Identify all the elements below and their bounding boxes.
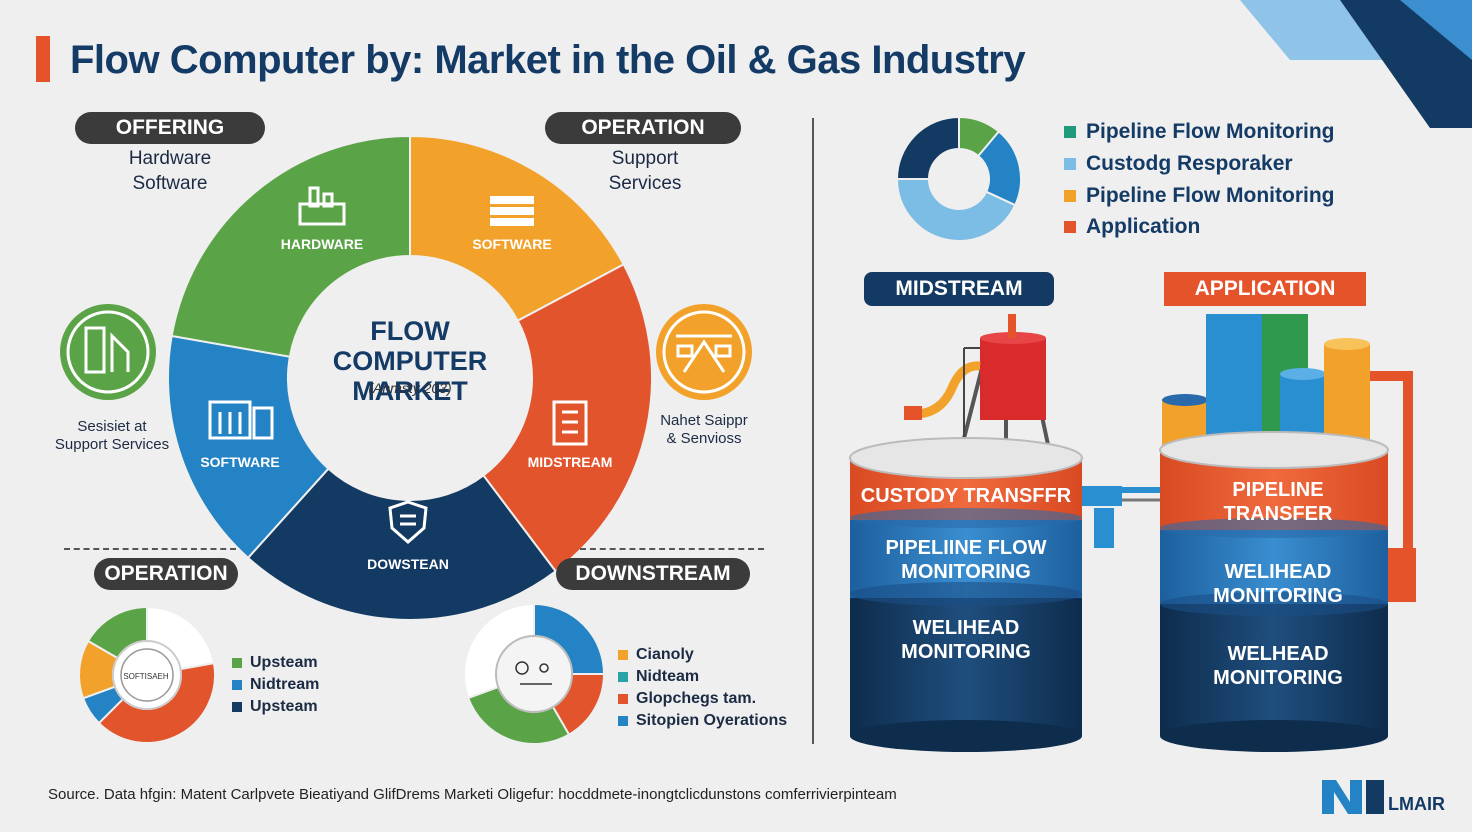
- operation-bottom-pill: OPERATION: [94, 558, 238, 590]
- downstream-legend-2: Nidteam: [618, 668, 699, 686]
- operation-item-services: Services: [608, 173, 682, 194]
- left-icon-caption-line1: Sesisiet at: [77, 418, 147, 435]
- support-services-icon: [60, 304, 156, 400]
- application-pill: APPLICATION: [1164, 272, 1366, 306]
- right-legend-item-3: Pipeline Flow Monitoring: [1064, 184, 1334, 208]
- legend-swatch: [618, 693, 628, 704]
- downstream-mini-donut: [463, 602, 606, 745]
- operation-item-support: Support: [611, 148, 679, 169]
- right-legend-item-2: Custodg Resporaker: [1064, 152, 1293, 176]
- legend-swatch: [1064, 158, 1076, 171]
- midstream-pill: MIDSTREAM: [864, 272, 1054, 306]
- logo-text: LMAIR: [1388, 794, 1445, 814]
- donut-center-title: FLOW COMPUTER MARKET: [332, 316, 488, 406]
- downstream-legend-1: Cianoly: [618, 646, 694, 664]
- downstream-pill: DOWNSTREAM: [556, 558, 750, 590]
- offering-item-software: Software: [132, 173, 208, 194]
- legend-swatch: [618, 671, 628, 682]
- storage-tank-icon: [904, 314, 1052, 455]
- operation-legend-midstream: Nidtream: [232, 676, 319, 694]
- market-support-icon: [656, 304, 752, 400]
- midstream-band-2: PIPELIINE FLOW MONITORING: [885, 537, 1047, 583]
- application-band-1: PIPELINE TRANSFER: [1223, 479, 1333, 525]
- gear-icon: [515, 661, 529, 675]
- application-band-2: WELIHEAD MONITORING: [1213, 561, 1343, 607]
- main-donut-segment-0: [170, 134, 411, 358]
- midstream-cylinder: [849, 437, 1083, 752]
- right-top-donut: [895, 115, 1022, 242]
- legend-swatch: [232, 657, 242, 668]
- building-icon: [552, 400, 588, 446]
- legend-swatch: [1064, 221, 1076, 234]
- right-icon-caption-line2: & Senvioss: [666, 430, 742, 447]
- application-cylinder: [1159, 431, 1389, 752]
- application-band-3: WELHEAD MONITORING: [1213, 643, 1343, 689]
- right-legend-item-1: Pipeline Flow Monitoring: [1064, 120, 1334, 144]
- main-donut-segment-3: [246, 467, 558, 621]
- main-donut-segment-4: [167, 334, 330, 560]
- title-accent-bar: [36, 36, 50, 82]
- divider-left: [64, 548, 236, 550]
- main-donut-segment-2: [482, 263, 653, 573]
- segment-label-downstream: DOWSTEAN: [367, 556, 449, 572]
- left-icon-caption-line2: Support Services: [54, 436, 170, 453]
- legend-swatch: [618, 649, 628, 660]
- legend-swatch: [1064, 126, 1076, 139]
- offering-pill: OFFERING: [75, 112, 265, 144]
- factory-icon: [298, 186, 346, 226]
- corner-decoration: [1240, 0, 1472, 128]
- segment-label-software-left: SOFTWARE: [200, 454, 280, 470]
- downstream-legend-4: Sitopien Oyerations: [618, 712, 787, 730]
- legend-swatch: [618, 715, 628, 726]
- operation-legend-upstream-2: Upsteam: [232, 698, 318, 716]
- right-icon-caption-line1: Nahet Saippr: [660, 412, 748, 429]
- control-panel-icon: [208, 400, 274, 440]
- operation-legend-upstream: Upsteam: [232, 654, 318, 672]
- operation-mini-donut: [78, 605, 216, 744]
- operation-top-pill: OPERATION: [545, 112, 741, 144]
- gear-icon: [539, 663, 549, 673]
- divider-right: [580, 548, 764, 550]
- downstream-legend-3: Glopchegs tam.: [618, 690, 756, 708]
- midstream-band-3: WELIHEAD MONITORING: [901, 617, 1031, 663]
- main-donut-chart: [167, 134, 653, 621]
- right-legend-item-4: Application: [1064, 215, 1200, 239]
- shield-icon: [388, 500, 428, 544]
- midstream-band-1: CUSTODY TRANSFFR: [860, 485, 1072, 507]
- donut-center-subtitle: (Anmsty 203): [368, 380, 452, 396]
- segment-label-hardware: HARDWARE: [280, 236, 364, 252]
- source-footnote: Source. Data hfgin: Matent Carlpvete Bie…: [48, 786, 897, 803]
- legend-swatch: [1064, 190, 1076, 203]
- legend-swatch: [232, 701, 242, 712]
- segment-label-midstream: MIDSTREAM: [527, 454, 613, 470]
- main-donut-segment-1: [409, 134, 626, 323]
- legend-swatch: [232, 679, 242, 690]
- offering-item-hardware: Hardware: [128, 148, 212, 169]
- server-stack-icon: [490, 196, 534, 226]
- operation-donut-center-text: SOFTISAEH: [123, 672, 169, 681]
- page-title: Flow Computer by: Market in the Oil & Ga…: [70, 38, 1026, 82]
- logo-mark-icon: [1322, 780, 1384, 814]
- segment-label-software-top: SOFTWARE: [472, 236, 552, 252]
- vertical-divider: [812, 118, 814, 744]
